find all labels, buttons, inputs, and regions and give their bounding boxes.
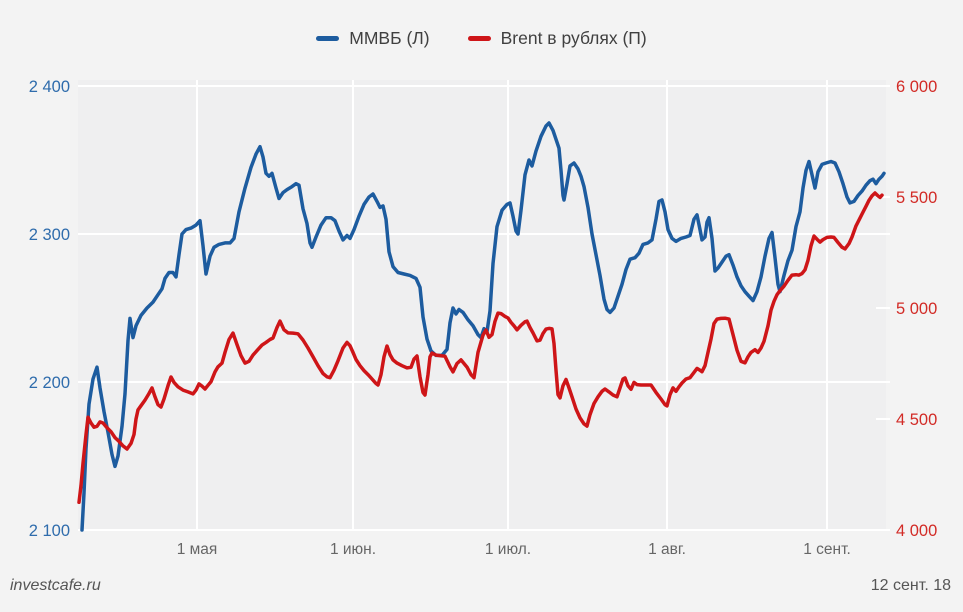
source-link[interactable]: investcafe.ru [10, 577, 101, 594]
x-axis-tick-label: 1 авг. [648, 541, 686, 558]
left-axis-tick-label: 2 300 [29, 226, 70, 244]
chart-footer: investcafe.ru 12 сент. 18 [0, 567, 963, 607]
x-axis-tick-label: 1 июн. [330, 541, 376, 558]
mmvb-series-swatch-icon [316, 36, 340, 41]
right-axis-tick-label: 5 500 [896, 189, 937, 207]
x-axis-tick-label: 1 мая [177, 541, 218, 558]
left-axis-tick-label: 2 400 [29, 78, 70, 96]
right-axis-tick-label: 6 000 [896, 78, 937, 96]
legend-item-brent: Brent в рублях (П) [467, 28, 647, 49]
chart-legend: ММВБ (Л) Brent в рублях (П) [0, 28, 963, 49]
legend-item-mmvb: ММВБ (Л) [316, 28, 430, 49]
legend-label-mmvb: ММВБ (Л) [349, 28, 430, 48]
series-line-brent [77, 191, 884, 505]
series-line-mmvb [80, 121, 886, 532]
plot-background [78, 80, 886, 530]
right-axis-tick-label: 4 000 [896, 522, 937, 540]
chart-date: 12 сент. 18 [870, 577, 951, 594]
brent-series-swatch-icon [467, 36, 491, 41]
left-axis-tick-label: 2 200 [29, 374, 70, 392]
legend-label-brent: Brent в рублях (П) [500, 28, 647, 48]
right-axis-tick-label: 5 000 [896, 300, 937, 318]
x-axis-tick-label: 1 июл. [485, 541, 531, 558]
left-axis-tick-label: 2 100 [29, 522, 70, 540]
x-axis-tick-label: 1 сент. [803, 541, 851, 558]
right-axis-tick-label: 4 500 [896, 411, 937, 429]
